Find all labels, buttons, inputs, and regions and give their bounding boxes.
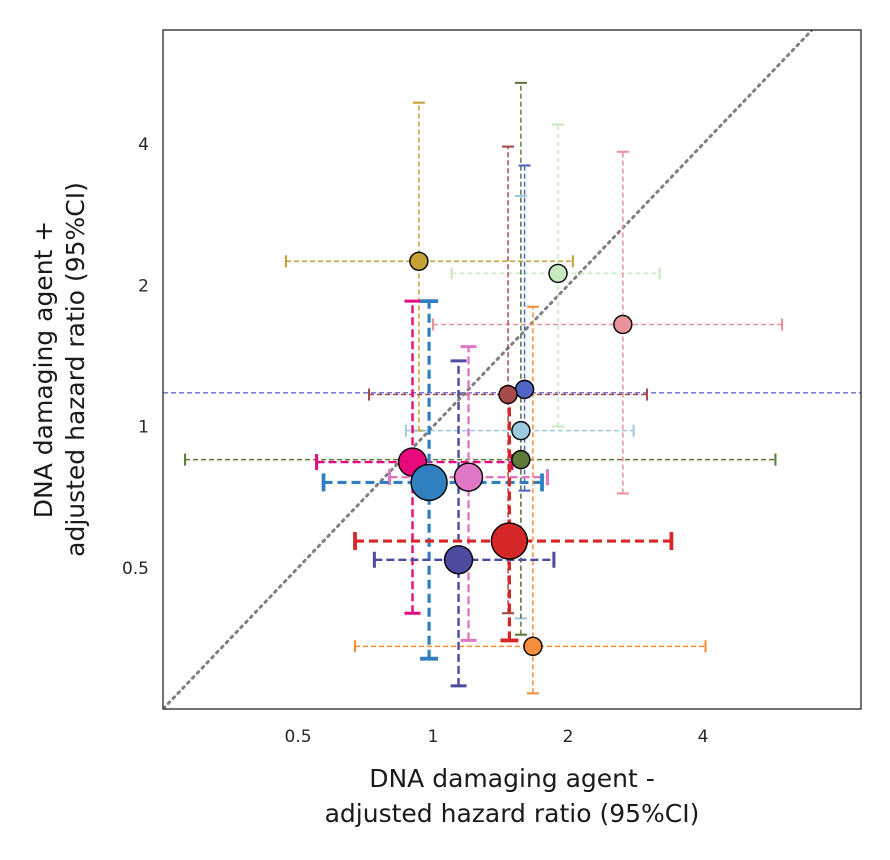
- data-point-8: [523, 636, 543, 657]
- data-point-3: [613, 314, 633, 335]
- y-tick-label-2: 1: [138, 418, 149, 438]
- y-axis-label-line-1: DNA damaging agent +: [29, 221, 58, 518]
- x-tick-label-2: 1: [428, 727, 439, 747]
- data-point-4: [514, 379, 535, 400]
- error-bars-point-7: [184, 81, 777, 636]
- error-bars-point-2: [450, 123, 661, 428]
- data-point-7: [511, 449, 531, 470]
- error-bars-point-11: [321, 299, 544, 661]
- data-point-2: [548, 263, 568, 284]
- error-bars-point-8: [353, 305, 707, 695]
- y-tick-label-1: 0.5: [122, 559, 149, 579]
- plot-area: [163, 30, 861, 709]
- data-point-5: [498, 384, 518, 405]
- identity-diagonal-line: [163, 30, 815, 709]
- error-bars-point-12: [372, 359, 556, 688]
- x-axis-label-line-1: DNA damaging agent -: [369, 764, 655, 793]
- data-point-11: [410, 463, 448, 502]
- y-tick-label-4: 4: [138, 135, 149, 155]
- chart-marks: [163, 30, 861, 709]
- data-point-12: [443, 545, 474, 575]
- axis-ticks: 0.5 1 2 4 0.5 1 2 4: [122, 135, 709, 747]
- y-tick-label-3: 2: [138, 276, 149, 296]
- x-axis-label-line-2: adjusted hazard ratio (95%CI): [325, 799, 700, 828]
- data-point-10: [453, 462, 484, 492]
- data-point-1: [409, 251, 429, 271]
- x-tick-label-3: 2: [563, 727, 574, 747]
- data-point-13: [490, 522, 529, 560]
- x-tick-label-4: 4: [698, 727, 709, 747]
- y-axis-label-line-2: adjusted hazard ratio (95%CI): [61, 182, 90, 557]
- plot-frame: [162, 29, 862, 710]
- data-point-6: [511, 420, 531, 441]
- x-tick-label-1: 0.5: [284, 727, 311, 747]
- error-bars-point-3: [431, 150, 784, 495]
